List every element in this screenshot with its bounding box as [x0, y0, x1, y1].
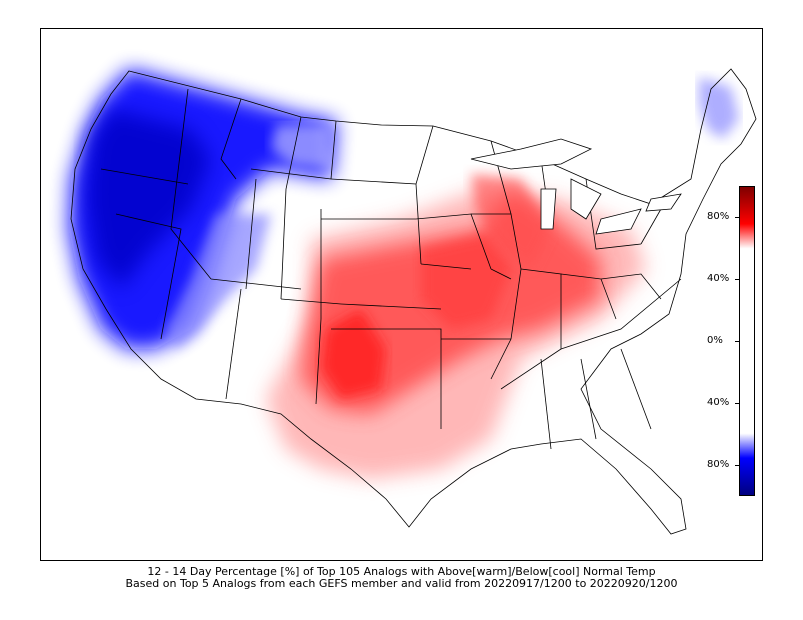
colorbar-tick-mark	[735, 465, 739, 466]
caption-line-1: 12 - 14 Day Percentage [%] of Top 105 An…	[147, 565, 656, 578]
colorbar-tick-label: 0%	[707, 335, 723, 346]
colorbar-tick-mark	[735, 279, 739, 280]
colorbar	[739, 186, 755, 496]
map-panel	[40, 28, 763, 561]
colorbar-tick-label: 80%	[707, 211, 730, 222]
colorbar-tick-label: 80%	[707, 459, 730, 470]
temperature-anomaly-map	[69, 68, 757, 535]
warm-anomaly-field	[266, 174, 646, 479]
colorbar-tick-label: 40%	[707, 273, 730, 284]
map-caption: 12 - 14 Day Percentage [%] of Top 105 An…	[40, 566, 763, 590]
colorbar-tick-mark	[735, 217, 739, 218]
colorbar-tick-mark	[735, 403, 739, 404]
colorbar-tick-label: 40%	[707, 397, 730, 408]
colorbar-tick-mark	[735, 341, 739, 342]
caption-line-2: Based on Top 5 Analogs from each GEFS me…	[125, 577, 678, 590]
great-lakes	[470, 138, 682, 235]
